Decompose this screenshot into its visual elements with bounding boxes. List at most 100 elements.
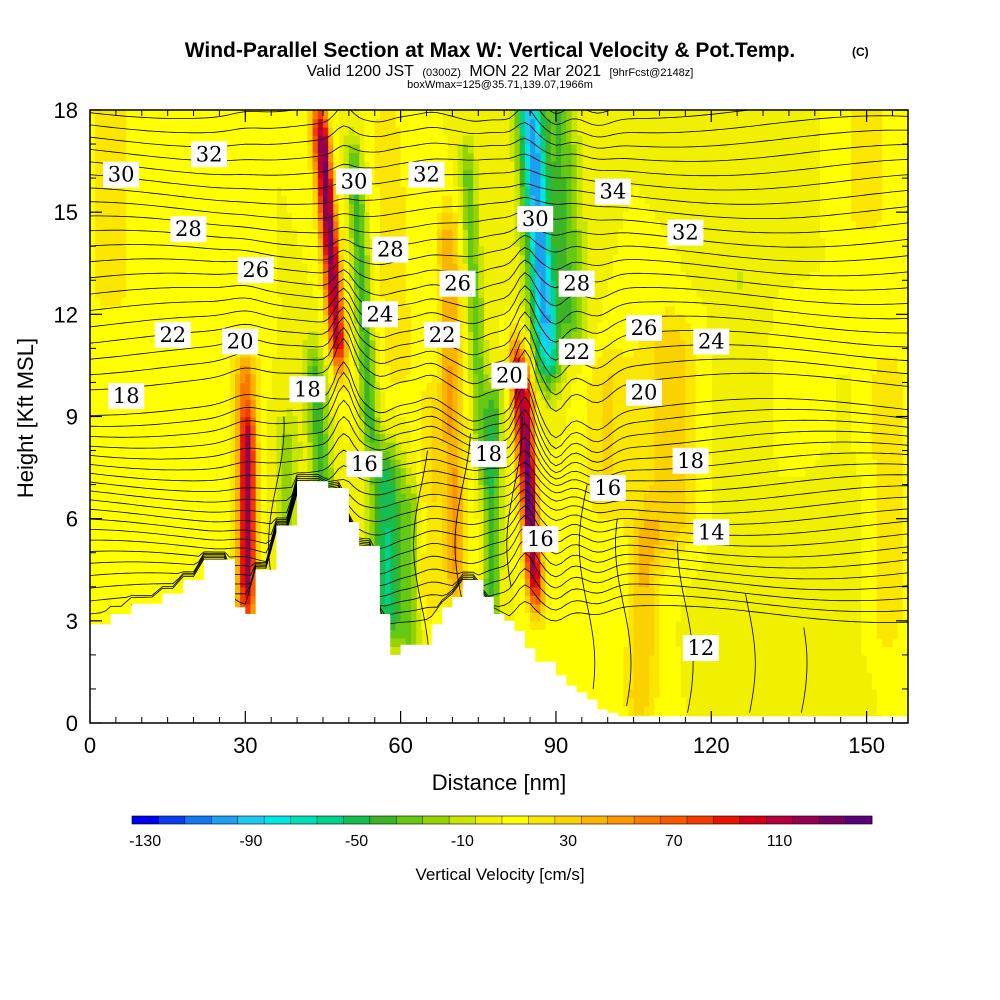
velocity-cell bbox=[121, 493, 127, 503]
velocity-cell bbox=[379, 373, 386, 383]
velocity-cell bbox=[333, 254, 340, 264]
velocity-cell bbox=[369, 110, 376, 120]
velocity-cell bbox=[385, 220, 391, 230]
velocity-cell bbox=[436, 203, 443, 213]
velocity-cell bbox=[115, 288, 122, 298]
velocity-cell bbox=[131, 467, 138, 477]
velocity-cell bbox=[229, 144, 236, 154]
velocity-cell bbox=[203, 314, 210, 324]
velocity-cell bbox=[115, 297, 122, 307]
velocity-cell bbox=[416, 314, 422, 324]
velocity-cell bbox=[219, 493, 226, 503]
velocity-cell bbox=[323, 467, 329, 477]
velocity-cell bbox=[411, 493, 417, 503]
velocity-cell bbox=[499, 527, 505, 537]
velocity-cell bbox=[146, 280, 153, 290]
velocity-cell bbox=[219, 254, 226, 264]
velocity-cell bbox=[152, 535, 158, 545]
velocity-cell bbox=[214, 331, 221, 341]
velocity-cell bbox=[452, 229, 459, 239]
velocity-cell bbox=[214, 510, 221, 520]
velocity-cell bbox=[462, 169, 469, 179]
velocity-cell bbox=[95, 416, 101, 426]
velocity-cell bbox=[271, 331, 277, 341]
velocity-cell bbox=[209, 331, 215, 341]
velocity-cell bbox=[478, 246, 485, 256]
velocity-cell bbox=[379, 527, 386, 537]
velocity-cell bbox=[379, 331, 386, 341]
velocity-cell bbox=[167, 425, 174, 435]
velocity-cell bbox=[369, 348, 376, 358]
velocity-cell bbox=[121, 603, 127, 613]
velocity-cell bbox=[95, 220, 101, 230]
velocity-cell bbox=[276, 450, 283, 460]
velocity-cell bbox=[172, 501, 179, 511]
velocity-cell bbox=[488, 510, 495, 520]
velocity-cell bbox=[90, 561, 96, 571]
velocity-cell bbox=[411, 476, 417, 486]
velocity-cell bbox=[162, 442, 169, 452]
velocity-cell bbox=[442, 365, 448, 375]
velocity-cell bbox=[390, 569, 397, 579]
velocity-cell bbox=[188, 459, 195, 469]
velocity-cell bbox=[141, 527, 148, 537]
velocity-cell bbox=[255, 544, 262, 554]
velocity-cell bbox=[374, 535, 381, 545]
velocity-cell bbox=[343, 271, 350, 281]
velocity-cell bbox=[359, 416, 365, 426]
velocity-cell bbox=[426, 425, 433, 435]
velocity-cell bbox=[172, 305, 179, 315]
velocity-cell bbox=[152, 399, 158, 409]
velocity-cell bbox=[260, 442, 267, 452]
velocity-cell bbox=[323, 144, 329, 154]
velocity-cell bbox=[245, 288, 252, 298]
velocity-cell bbox=[224, 229, 231, 239]
velocity-cell bbox=[90, 467, 96, 477]
velocity-cell bbox=[514, 348, 521, 358]
velocity-cell bbox=[115, 229, 122, 239]
velocity-cell bbox=[499, 510, 505, 520]
velocity-cell bbox=[379, 280, 386, 290]
velocity-cell bbox=[359, 399, 365, 409]
velocity-cell bbox=[198, 416, 205, 426]
velocity-cell bbox=[146, 161, 153, 171]
velocity-cell bbox=[193, 305, 200, 315]
velocity-cell bbox=[447, 263, 453, 273]
velocity-cell bbox=[245, 433, 252, 443]
velocity-cell bbox=[395, 288, 402, 298]
velocity-cell bbox=[442, 254, 448, 264]
velocity-cell bbox=[483, 535, 490, 545]
velocity-cell bbox=[473, 373, 479, 383]
velocity-cell bbox=[400, 305, 407, 315]
velocity-cell bbox=[126, 246, 132, 256]
velocity-cell bbox=[426, 603, 433, 613]
velocity-cell bbox=[317, 399, 324, 409]
velocity-cell bbox=[374, 229, 381, 239]
velocity-cell bbox=[452, 254, 459, 264]
velocity-cell bbox=[436, 501, 443, 511]
velocity-cell bbox=[473, 254, 479, 264]
velocity-cell bbox=[121, 220, 127, 230]
velocity-cell bbox=[110, 356, 117, 366]
velocity-cell bbox=[229, 110, 236, 120]
velocity-cell bbox=[524, 229, 531, 239]
velocity-cell bbox=[457, 433, 464, 443]
velocity-cell bbox=[323, 433, 329, 443]
velocity-cell bbox=[255, 127, 262, 137]
velocity-cell bbox=[136, 237, 143, 247]
velocity-cell bbox=[250, 595, 257, 605]
velocity-cell bbox=[152, 586, 158, 596]
velocity-cell bbox=[219, 203, 226, 213]
velocity-cell bbox=[493, 408, 500, 418]
velocity-cell bbox=[519, 127, 526, 137]
velocity-cell bbox=[385, 484, 391, 494]
velocity-cell bbox=[312, 246, 319, 256]
velocity-cell bbox=[467, 467, 474, 477]
velocity-cell bbox=[115, 552, 122, 562]
velocity-cell bbox=[338, 373, 345, 383]
velocity-cell bbox=[157, 288, 164, 298]
velocity-cell bbox=[483, 408, 490, 418]
velocity-cell bbox=[224, 280, 231, 290]
velocity-cell bbox=[426, 612, 433, 622]
velocity-cell bbox=[379, 603, 386, 613]
